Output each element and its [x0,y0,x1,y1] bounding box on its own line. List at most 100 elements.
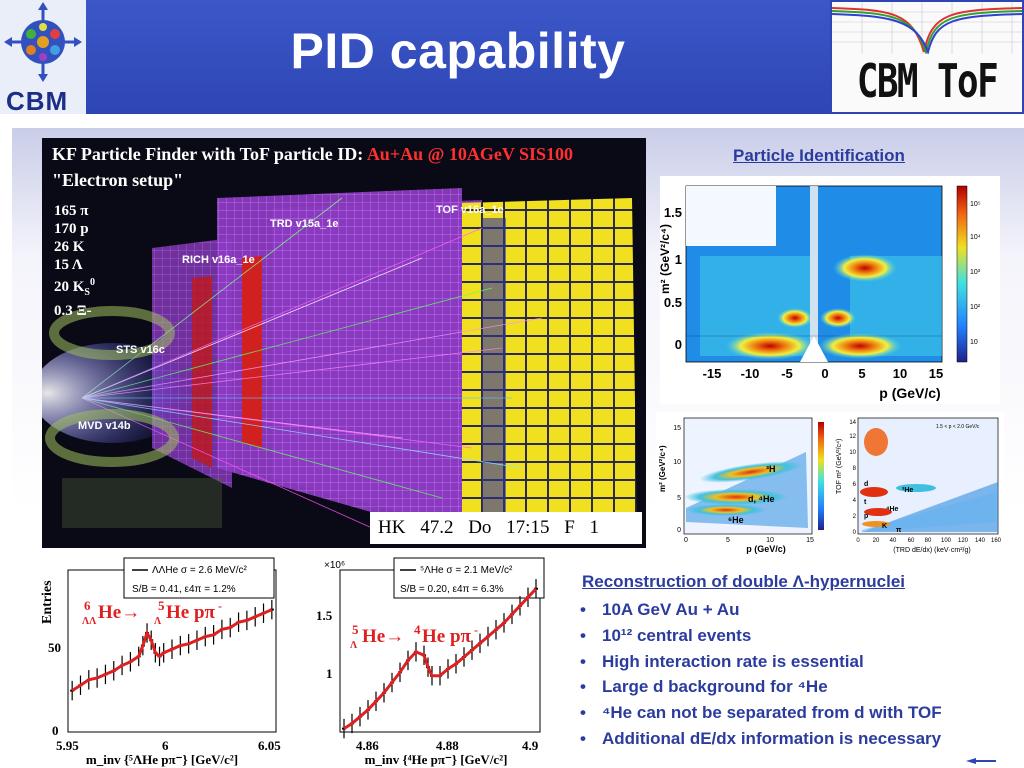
x-tick: 5 [858,366,865,381]
mass-momentum-plot: 0 5 10 15 0 5 10 15 p (GeV/c) ³H d, ⁴He … [656,412,836,554]
y-tick: 2 [853,514,857,520]
y-tick: 15 [673,425,681,432]
x-tick: 60 [908,538,915,544]
particle-count-list: 165 π 170 p 26 K 15 Λ 20 KS0 0.3 Ξ- [54,202,95,320]
x-tick: -15 [703,366,722,381]
x-tick: 4.86 [356,738,379,753]
y-tick: 12 [849,434,856,440]
reaction-sub: Λ [154,616,162,627]
event-display-image: KF Particle Finder with ToF particle ID:… [42,138,646,548]
particle-count: 165 π [54,203,89,219]
plot-label: ³He [902,487,913,494]
z-tick: 10⁵ [970,201,981,208]
reaction-sup: 5 [158,598,165,613]
legend-line: S/B = 0.20, ε4π = 6.3% [400,584,504,595]
data-point [269,608,274,611]
reaction-sup: 6 [84,598,91,613]
y-tick: 10 [673,459,681,466]
particle-count-kaon: 20 K [54,279,85,295]
x-tick: 140 [975,538,986,544]
y-tick: 0 [677,527,681,534]
cbm-logo-text: CBM [6,86,69,116]
x-tick: 0 [856,538,860,544]
y-tick: 1 [675,252,682,267]
particle-count: 20 KS0 [54,274,95,302]
hist-single-hypernucleus: ⁵ΛHe σ = 2.1 MeV/c² S/B = 0.20, ε4π = 6.… [296,556,550,768]
plot-label: ³H [766,464,776,474]
tof-curve-icon [831,2,1023,56]
reconstruction-heading: Reconstruction of double Λ-hypernuclei [582,572,906,591]
pid-y-label: m² (GeV²/c⁴) [658,224,672,294]
particle-count: 0.3 Ξ- [54,303,92,319]
y-tick: 8 [853,466,857,472]
reaction-main: He→ [98,602,140,623]
trd-label: TRD v15a_1e [270,218,339,230]
y-tick: 1.5 [664,205,682,220]
bullet-text: 10A GeV Au + Au [602,600,740,619]
hist-double-hypernucleus: ΛΛHe σ = 2.6 MeV/c² S/B = 0.41, ε4π = 1.… [36,556,288,768]
bullet-item: • 10A GeV Au + Au [580,597,942,623]
data-point [70,689,75,692]
cbm-tof-logo: CBM ToF [830,0,1024,114]
hist2-x-label: m_inv {⁴He pπ⁻} [GeV/c²] [365,752,508,767]
slide-header: CBM PID capability CBM ToF [0,0,1024,118]
kaon-subscript: S [84,287,90,298]
reaction-sup: 5 [352,622,359,637]
reaction-minus: - [218,599,222,613]
bullet-icon: • [580,651,586,671]
y-tick: 1.5 [316,608,333,623]
bullet-text: 10¹² central events [602,625,752,645]
z-tick: 10⁴ [970,234,981,241]
bullet-icon: • [580,625,586,645]
kaon-superscript: 0 [89,277,95,288]
event-display-title: KF Particle Finder with ToF particle ID:… [52,144,573,165]
tof-logo-text: CBM ToF [856,54,999,108]
bullet-item: • Large d background for ⁴He [580,674,942,700]
reaction-sup: 4 [414,622,421,637]
y-tick: 4 [853,498,857,504]
plot-label: t [864,499,867,506]
particle-count: 170 p [54,221,89,237]
title-band [86,0,830,114]
plot-label: ⁴He [886,506,899,513]
y-tick: 6 [853,482,857,488]
z-tick: 10² [970,304,981,311]
plot-label: ⁶He [728,515,744,525]
detector-render [42,188,637,538]
plot-label: p [864,513,868,520]
reaction-main: He→ [362,626,404,647]
pid-y-ticks: 0 0.5 1 1.5 [664,205,682,352]
x-tick: 100 [941,538,952,544]
bullet-text: ⁴He can not be separated from d with TOF [602,703,942,723]
x-tick: 0 [821,366,828,381]
x-tick: 20 [873,538,880,544]
plot-label: π [896,527,902,534]
y-tick: 5 [677,495,681,502]
mvd-label: MVD v14b [78,420,131,432]
y-tick: 0 [675,337,682,352]
x-tick: 5.95 [56,738,79,753]
legend-line: ⁵ΛHe σ = 2.1 MeV/c² [420,565,513,576]
y-exponent: ×10⁶ [324,560,345,571]
data-point [534,587,538,590]
reaction-sub: ΛΛ [82,616,97,627]
y-tick: 0 [52,723,59,738]
legend-line: S/B = 0.41, ε4π = 1.2% [132,584,236,595]
y-tick: 14 [849,420,856,426]
x-tick: 6 [162,738,169,753]
reaction-minus: - [474,623,478,637]
reaction-sub: Λ [350,640,358,651]
bullet-item: • High interaction rate is essential [580,649,942,675]
x-tick: 40 [890,538,897,544]
bullet-item: • ⁴He can not be separated from d with TO… [580,700,942,726]
x-tick: 4.88 [436,738,459,753]
back-arrow-icon[interactable] [966,758,996,764]
reaction-formula: 5 Λ He→ 4 He pπ - [350,622,478,651]
y-tick: 1 [326,666,333,681]
plot-label: d [864,481,868,488]
particle-count: 15 Λ [54,257,83,273]
z-tick: 10 [970,339,978,346]
x-tick: 10 [893,366,907,381]
fit-curve [343,587,538,730]
pid-x-label: p (GeV/c) [879,385,940,401]
